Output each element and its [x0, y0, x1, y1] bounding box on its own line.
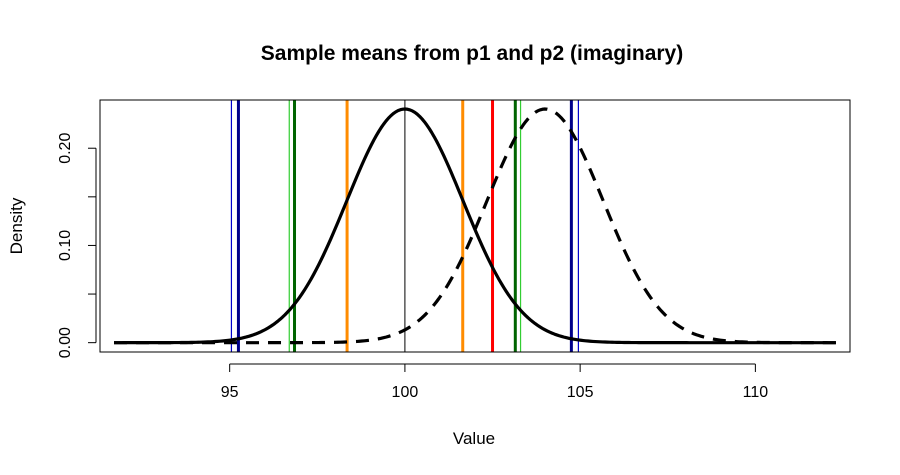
plot-frame — [99, 99, 851, 353]
y-tick-label: 0.20 — [57, 133, 74, 164]
x-tick-label: 105 — [567, 384, 594, 401]
y-tick-label: 0.10 — [57, 230, 74, 261]
chart-title: Sample means from p1 and p2 (imaginary) — [261, 42, 683, 65]
y-tick-label: 0.00 — [57, 327, 74, 358]
x-axis-label: Value — [453, 429, 495, 448]
x-axis: 95 100 105 110 — [221, 363, 769, 401]
x-tick-label: 110 — [743, 384, 769, 401]
y-axis: 0.00 0.10 0.20 — [57, 133, 97, 358]
x-tick-label: 95 — [221, 384, 239, 401]
y-axis-label: Density — [7, 197, 26, 254]
x-tick-label: 100 — [392, 384, 419, 401]
plot-area — [114, 100, 836, 352]
density-curve-1 — [114, 107, 836, 345]
density-curve-2 — [114, 107, 836, 345]
